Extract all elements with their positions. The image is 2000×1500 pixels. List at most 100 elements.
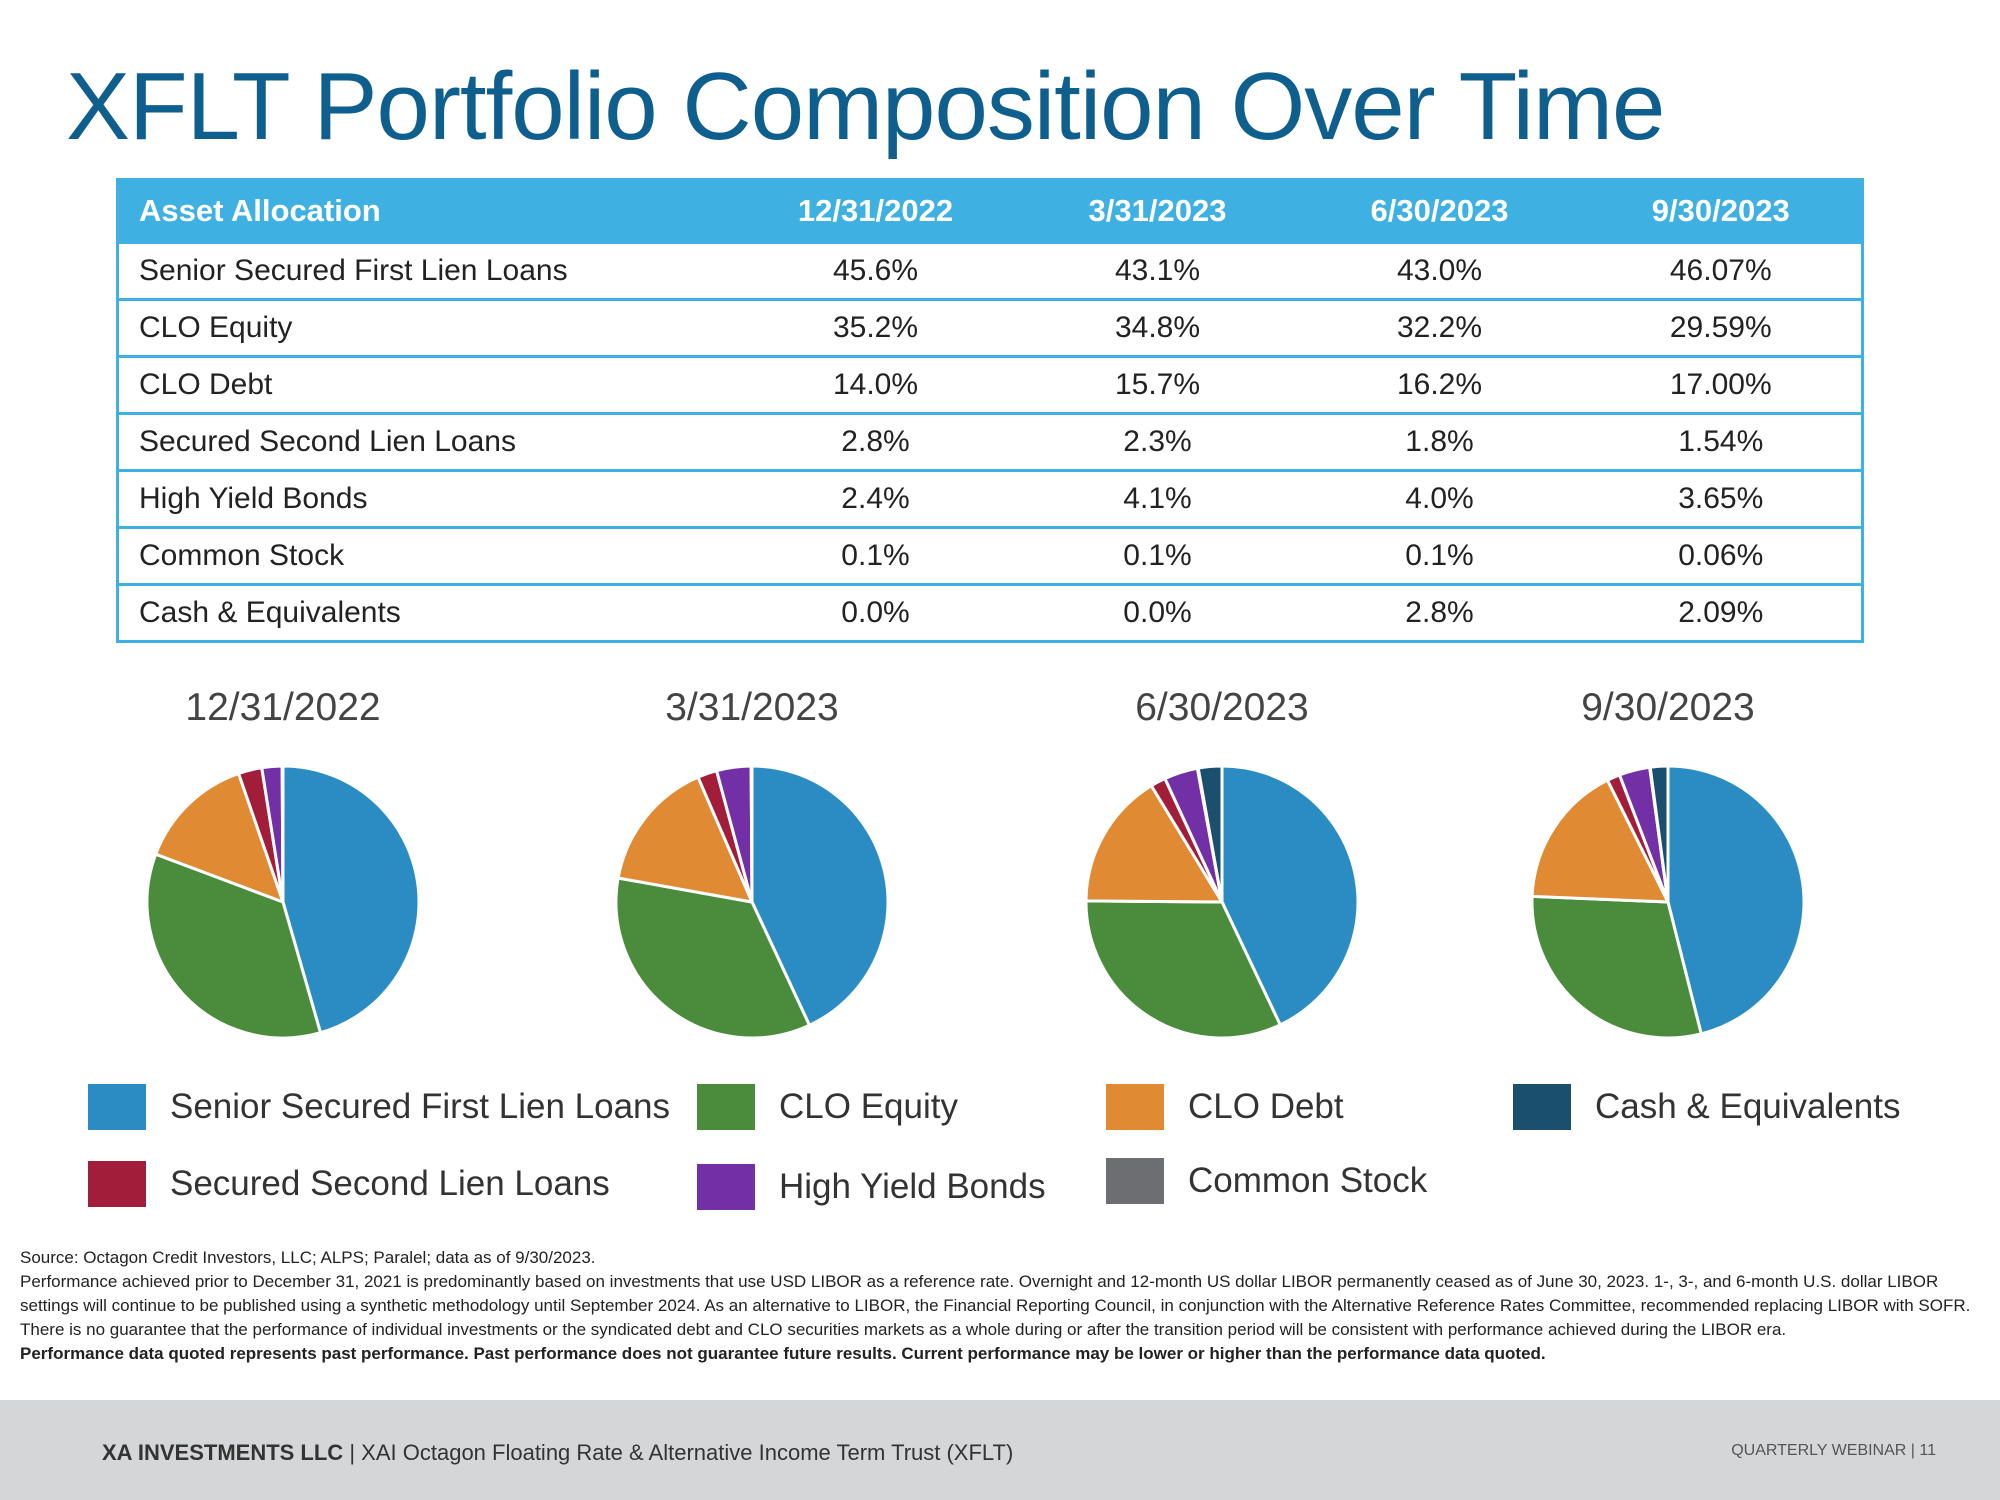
pie-svg <box>1530 764 1806 1040</box>
table-cell: Cash & Equivalents <box>117 583 735 642</box>
table-cell: 2.3% <box>1016 412 1299 471</box>
pie-title: 3/31/2023 <box>665 686 839 729</box>
table-header-cell: 3/31/2023 <box>1016 179 1299 243</box>
pie-slice-cash <box>1648 764 1670 903</box>
legend-label: CLO Equity <box>779 1087 958 1126</box>
pie-svg <box>614 764 890 1040</box>
table-cell: High Yield Bonds <box>117 469 735 528</box>
pie-slice-clo-equity <box>1530 894 1704 1040</box>
legend-swatch <box>88 1161 146 1207</box>
table-cell: 29.59% <box>1580 298 1863 357</box>
pie-title: 6/30/2023 <box>1135 686 1309 729</box>
table-cell: 1.8% <box>1298 412 1581 471</box>
fund-name: XAI Octagon Floating Rate & Alternative … <box>361 1440 1014 1465</box>
legend-swatch <box>88 1084 146 1130</box>
legend-label: Cash & Equivalents <box>1595 1087 1901 1126</box>
table-header-cell: Asset Allocation <box>117 179 735 243</box>
table-cell: 34.8% <box>1016 298 1299 357</box>
pie-chart-6-30-2023: 6/30/2023 <box>1072 686 1372 1042</box>
pie-svg <box>1084 764 1360 1040</box>
table-cell: Secured Second Lien Loans <box>117 412 735 471</box>
table-header-cell: 6/30/2023 <box>1298 179 1581 243</box>
footnotes: Source: Octagon Credit Investors, LLC; A… <box>20 1246 1980 1366</box>
footer-separator: | <box>349 1440 356 1465</box>
pie-slice-clo-equity <box>614 876 812 1040</box>
table-row: High Yield Bonds 2.4% 4.1% 4.0% 3.65% <box>117 469 1863 528</box>
table-cell: 3.65% <box>1580 469 1863 528</box>
table-cell: 0.06% <box>1580 526 1863 585</box>
table-cell: 2.4% <box>734 469 1017 528</box>
pie-slice-senior-secured <box>1666 764 1806 1036</box>
pie-slice-clo-debt <box>153 771 286 905</box>
table-cell: 0.0% <box>734 583 1017 642</box>
table-cell: 2.8% <box>734 412 1017 471</box>
table-cell: 32.2% <box>1298 298 1581 357</box>
table-cell: CLO Equity <box>117 298 735 357</box>
legend-swatch <box>1106 1084 1164 1130</box>
legend-item-second-lien: Secured Second Lien Loans <box>88 1161 610 1207</box>
table-cell: 15.7% <box>1016 355 1299 414</box>
table-cell: 0.1% <box>734 526 1017 585</box>
table-cell: 43.1% <box>1016 241 1299 300</box>
pie-slice-clo-debt <box>1084 783 1225 904</box>
pie-chart-9-30-2023: 9/30/2023 <box>1518 686 1818 1042</box>
pie-slice-clo-debt <box>616 775 755 904</box>
pie-title: 9/30/2023 <box>1581 686 1755 729</box>
table-cell: 2.09% <box>1580 583 1863 642</box>
table-cell: 45.6% <box>734 241 1017 300</box>
table-cell: 4.0% <box>1298 469 1581 528</box>
table-cell: 17.00% <box>1580 355 1863 414</box>
legend-label: High Yield Bonds <box>779 1167 1046 1206</box>
legend-item-senior-secured: Senior Secured First Lien Loans <box>88 1084 670 1130</box>
table-cell: 0.1% <box>1298 526 1581 585</box>
legend-item-common-stock: Common Stock <box>1106 1158 1427 1204</box>
table-cell: 1.54% <box>1580 412 1863 471</box>
table-cell: Senior Secured First Lien Loans <box>117 241 735 300</box>
pie-slice-common-stock <box>280 764 285 903</box>
table-cell: 16.2% <box>1298 355 1581 414</box>
pie-slice-senior-secured <box>1220 764 1360 1027</box>
legend-swatch <box>1513 1084 1571 1130</box>
table-cell: 43.0% <box>1298 241 1581 300</box>
legend-item-high-yield: High Yield Bonds <box>697 1164 1046 1210</box>
legend-swatch <box>697 1164 755 1210</box>
pie-slice-clo-equity <box>1084 899 1283 1040</box>
table-row: CLO Equity 35.2% 34.8% 32.2% 29.59% <box>117 298 1863 357</box>
table-row: Senior Secured First Lien Loans 45.6% 43… <box>117 241 1863 300</box>
table-row: Secured Second Lien Loans 2.8% 2.3% 1.8%… <box>117 412 1863 471</box>
pie-chart-3-31-2023: 3/31/2023 <box>602 686 902 1042</box>
pie-slice-senior-secured <box>281 764 421 1035</box>
table-cell: CLO Debt <box>117 355 735 414</box>
legend-label: CLO Debt <box>1188 1087 1344 1126</box>
table-cell: 0.1% <box>1016 526 1299 585</box>
legend-swatch <box>697 1084 755 1130</box>
asset-allocation-table: Asset Allocation 12/31/2022 3/31/2023 6/… <box>116 178 1864 643</box>
source-note: Source: Octagon Credit Investors, LLC; A… <box>20 1248 596 1267</box>
legend-item-cash: Cash & Equivalents <box>1513 1084 1900 1130</box>
pie-slice-clo-debt <box>1530 778 1671 904</box>
table-header-cell: 9/30/2023 <box>1580 179 1863 243</box>
disclaimer-note: Performance data quoted represents past … <box>20 1344 1546 1363</box>
legend-item-clo-debt: CLO Debt <box>1106 1084 1344 1130</box>
pie-slice-senior-secured <box>750 764 890 1028</box>
legend-label: Secured Second Lien Loans <box>170 1164 610 1203</box>
table-row: Cash & Equivalents 0.0% 0.0% 2.8% 2.09% <box>117 583 1863 642</box>
table-header-row: Asset Allocation 12/31/2022 3/31/2023 6/… <box>117 179 1863 243</box>
libor-note: Performance achieved prior to December 3… <box>20 1272 1971 1339</box>
table-row: Common Stock 0.1% 0.1% 0.1% 0.06% <box>117 526 1863 585</box>
table-cell: 35.2% <box>734 298 1017 357</box>
pie-slice-common-stock <box>749 764 754 903</box>
table-cell: Common Stock <box>117 526 735 585</box>
footer-bar: XA INVESTMENTS LLC | XAI Octagon Floatin… <box>0 1400 2000 1500</box>
footer-page-info: QUARTERLY WEBINAR | 11 <box>1731 1442 1936 1459</box>
table-cell: 0.0% <box>1016 583 1299 642</box>
table-cell: 14.0% <box>734 355 1017 414</box>
table-cell: 4.1% <box>1016 469 1299 528</box>
pie-title: 12/31/2022 <box>185 686 381 729</box>
firm-name: XA INVESTMENTS LLC <box>102 1440 344 1465</box>
table-cell: 46.07% <box>1580 241 1863 300</box>
table-header-cell: 12/31/2022 <box>734 179 1017 243</box>
legend-swatch <box>1106 1158 1164 1204</box>
legend-label: Senior Secured First Lien Loans <box>170 1087 670 1126</box>
footer-left: XA INVESTMENTS LLC | XAI Octagon Floatin… <box>102 1440 1013 1466</box>
